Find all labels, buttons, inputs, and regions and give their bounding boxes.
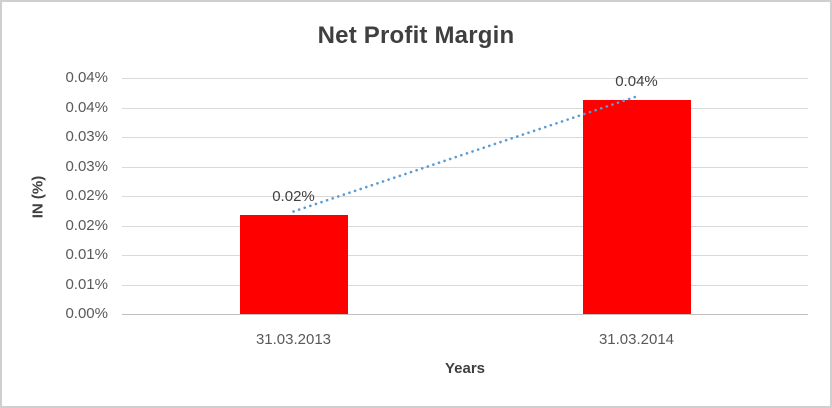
y-tick-label: 0.03% xyxy=(65,128,108,145)
gridline xyxy=(122,285,808,286)
y-tick-label: 0.01% xyxy=(65,246,108,263)
y-tick-label: 0.02% xyxy=(65,187,108,204)
y-tick-label: 0.03% xyxy=(65,158,108,175)
plot-area: 0.02% 0.04% xyxy=(122,73,808,315)
x-category-label: 31.03.2013 xyxy=(255,331,332,348)
gridline xyxy=(122,196,808,197)
x-axis-title: Years xyxy=(444,360,486,377)
bar-data-label: 0.04% xyxy=(615,73,658,90)
chart-title: Net Profit Margin xyxy=(317,22,515,49)
y-tick-label: 0.04% xyxy=(65,69,108,86)
gridline xyxy=(122,78,808,79)
chart-bar xyxy=(239,215,348,314)
trendline xyxy=(292,95,638,213)
gridline xyxy=(122,167,808,168)
chart-bar xyxy=(582,100,691,314)
y-tick-label: 0.01% xyxy=(65,276,108,293)
y-tick-label: 0.04% xyxy=(65,99,108,116)
gridline xyxy=(122,137,808,138)
gridline xyxy=(122,108,808,109)
gridline xyxy=(122,255,808,256)
gridline xyxy=(122,226,808,227)
x-axis-line xyxy=(122,314,808,315)
y-tick-label: 0.02% xyxy=(65,217,108,234)
y-tick-label: 0.00% xyxy=(65,305,108,322)
x-category-label: 31.03.2014 xyxy=(598,331,675,348)
bar-data-label: 0.02% xyxy=(272,188,315,205)
